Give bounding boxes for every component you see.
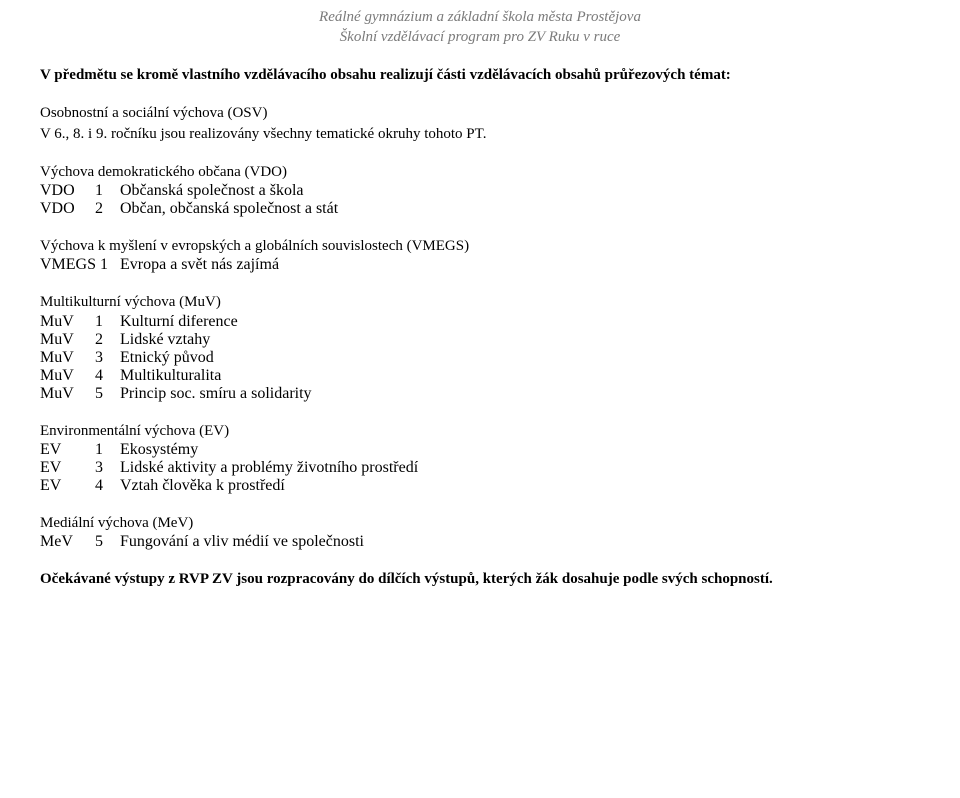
item-num: 1: [95, 441, 120, 459]
list-item: VDO 2 Občan, občanská společnost a stát: [40, 200, 920, 218]
document-header: Reálné gymnázium a základní škola města …: [40, 8, 920, 47]
vmegs-title: Výchova k myšlení v evropských a globáln…: [40, 236, 920, 256]
item-text: Kulturní diference: [120, 313, 920, 331]
item-code: EV: [40, 441, 95, 459]
header-line-1: Reálné gymnázium a základní škola města …: [40, 8, 920, 28]
item-code: MuV: [40, 385, 95, 403]
item-num: 2: [95, 331, 120, 349]
list-item: EV 4 Vztah člověka k prostředí: [40, 477, 920, 495]
item-text: Princip soc. smíru a solidarity: [120, 385, 920, 403]
list-item: MeV 5 Fungování a vliv médií ve společno…: [40, 533, 920, 551]
item-text: Evropa a svět nás zajímá: [120, 256, 920, 274]
vmegs-block: Výchova k myšlení v evropských a globáln…: [40, 236, 920, 274]
item-text: Etnický původ: [120, 349, 920, 367]
muv-block: Multikulturní výchova (MuV) MuV 1 Kultur…: [40, 292, 920, 402]
item-num: 5: [95, 533, 120, 551]
vdo-block: Výchova demokratického občana (VDO) VDO …: [40, 162, 920, 218]
muv-title: Multikulturní výchova (MuV): [40, 292, 920, 312]
osv-line-2: V 6., 8. i 9. ročníku jsou realizovány v…: [40, 124, 920, 144]
item-text: Vztah člověka k prostředí: [120, 477, 920, 495]
list-item: VMEGS 1 Evropa a svět nás zajímá: [40, 256, 920, 274]
item-code: EV: [40, 459, 95, 477]
item-code: MuV: [40, 313, 95, 331]
item-num: 3: [95, 459, 120, 477]
mev-block: Mediální výchova (MeV) MeV 5 Fungování a…: [40, 513, 920, 551]
osv-block: Osobnostní a sociální výchova (OSV) V 6.…: [40, 103, 920, 144]
ev-title: Environmentální výchova (EV): [40, 421, 920, 441]
list-item: MuV 3 Etnický původ: [40, 349, 920, 367]
item-code: MuV: [40, 331, 95, 349]
item-code: MuV: [40, 367, 95, 385]
item-code: VMEGS 1: [40, 256, 120, 274]
item-num: 1: [95, 182, 120, 200]
item-text: Ekosystémy: [120, 441, 920, 459]
list-item: VDO 1 Občanská společnost a škola: [40, 182, 920, 200]
item-code: VDO: [40, 200, 95, 218]
intro-bold: V předmětu se kromě vlastního vzdělávací…: [40, 65, 920, 85]
vdo-title: Výchova demokratického občana (VDO): [40, 162, 920, 182]
item-num: 5: [95, 385, 120, 403]
item-code: MeV: [40, 533, 95, 551]
item-num: 4: [95, 477, 120, 495]
item-text: Lidské aktivity a problémy životního pro…: [120, 459, 920, 477]
document-page: Reálné gymnázium a základní škola města …: [0, 0, 960, 627]
osv-line-1: Osobnostní a sociální výchova (OSV): [40, 103, 920, 123]
item-num: 2: [95, 200, 120, 218]
item-text: Občanská společnost a škola: [120, 182, 920, 200]
list-item: MuV 2 Lidské vztahy: [40, 331, 920, 349]
list-item: MuV 1 Kulturní diference: [40, 313, 920, 331]
header-line-2: Školní vzdělávací program pro ZV Ruku v …: [40, 28, 920, 48]
mev-title: Mediální výchova (MeV): [40, 513, 920, 533]
list-item: EV 1 Ekosystémy: [40, 441, 920, 459]
item-code: MuV: [40, 349, 95, 367]
item-code: EV: [40, 477, 95, 495]
item-text: Multikulturalita: [120, 367, 920, 385]
footer-block: Očekávané výstupy z RVP ZV jsou rozpraco…: [40, 569, 920, 589]
intro-block: V předmětu se kromě vlastního vzdělávací…: [40, 65, 920, 85]
item-num: 3: [95, 349, 120, 367]
list-item: MuV 4 Multikulturalita: [40, 367, 920, 385]
item-text: Občan, občanská společnost a stát: [120, 200, 920, 218]
footer-bold: Očekávané výstupy z RVP ZV jsou rozpraco…: [40, 569, 920, 589]
item-text: Fungování a vliv médií ve společnosti: [120, 533, 920, 551]
item-num: 1: [95, 313, 120, 331]
item-num: 4: [95, 367, 120, 385]
item-code: VDO: [40, 182, 95, 200]
list-item: EV 3 Lidské aktivity a problémy životníh…: [40, 459, 920, 477]
item-text: Lidské vztahy: [120, 331, 920, 349]
ev-block: Environmentální výchova (EV) EV 1 Ekosys…: [40, 421, 920, 495]
list-item: MuV 5 Princip soc. smíru a solidarity: [40, 385, 920, 403]
